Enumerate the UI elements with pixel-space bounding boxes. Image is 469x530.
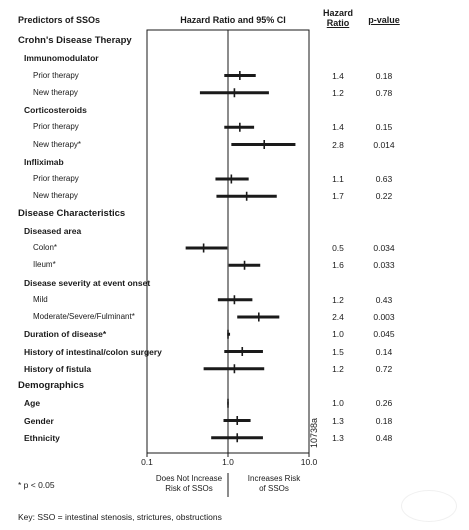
p-value: 0.014 bbox=[373, 139, 395, 150]
x-tick-label: 10.0 bbox=[300, 457, 318, 467]
hazard-ratio-value: 1.3 bbox=[332, 432, 344, 443]
hazard-ratio-value: 1.3 bbox=[332, 415, 344, 426]
interpretation-left-line2: Risk of SSOs bbox=[165, 484, 213, 493]
subgroup-label: Moderate/Severe/Fulminant* bbox=[33, 312, 135, 321]
watermark-logo bbox=[401, 490, 457, 522]
hazard-ratio-value: 1.2 bbox=[332, 87, 344, 98]
section-label: Demographics bbox=[18, 380, 84, 391]
subgroup-label: New therapy* bbox=[33, 139, 82, 149]
hazard-ratio-value: 1.1 bbox=[332, 174, 344, 184]
group-label: Ethnicity bbox=[24, 432, 60, 443]
p-value: 0.003 bbox=[373, 312, 395, 322]
interpretation-right-line2: of SSOs bbox=[259, 484, 289, 493]
significance-footnote: * p < 0.05 bbox=[18, 480, 55, 490]
p-value: 0.034 bbox=[373, 243, 395, 253]
header-hazard-ratio: Hazard Ratio bbox=[318, 8, 358, 28]
section-label: Disease Characteristics bbox=[18, 207, 126, 219]
subgroup-label: New therapy bbox=[33, 191, 78, 201]
hazard-ratio-value: 1.5 bbox=[332, 346, 344, 357]
group-label: Diseased area bbox=[24, 225, 82, 236]
subgroup-label: New therapy bbox=[33, 87, 78, 97]
p-value: 0.14 bbox=[375, 346, 393, 357]
header-hazard-ratio-ci: Hazard Ratio and 95% CI bbox=[180, 15, 286, 25]
p-value: 0.22 bbox=[375, 191, 393, 202]
figure-code: 10738a bbox=[309, 417, 319, 448]
interpretation-right: Increases Risk of SSOs bbox=[235, 474, 313, 494]
p-value: 0.63 bbox=[375, 174, 393, 184]
group-label: Duration of disease* bbox=[24, 329, 107, 340]
header-p-value: p-value bbox=[368, 15, 400, 25]
header-predictors: Predictors of SSOs bbox=[18, 15, 101, 25]
hazard-ratio-value: 0.5 bbox=[332, 243, 344, 253]
group-label: History of intestinal/colon surgery bbox=[24, 346, 162, 357]
subgroup-label: Prior therapy bbox=[33, 122, 79, 132]
subgroup-label: Ileum* bbox=[33, 260, 56, 270]
p-value: 0.18 bbox=[375, 70, 393, 81]
hazard-ratio-value: 2.4 bbox=[332, 312, 344, 322]
p-value: 0.15 bbox=[375, 122, 393, 133]
p-value: 0.72 bbox=[375, 363, 393, 374]
group-label: Corticosteroids bbox=[24, 105, 87, 115]
group-label: Infliximab bbox=[24, 156, 64, 167]
subgroup-label: Prior therapy bbox=[33, 174, 79, 183]
header-hazard-ratio-line2: Ratio bbox=[326, 18, 350, 28]
p-value: 0.43 bbox=[375, 294, 393, 305]
subgroup-label: Mild bbox=[33, 294, 48, 304]
hazard-ratio-value: 1.4 bbox=[332, 122, 344, 133]
group-label: Age bbox=[24, 398, 41, 409]
group-label: History of fistula bbox=[24, 363, 92, 374]
group-label: Disease severity at event onset bbox=[24, 277, 151, 288]
x-tick-label: 0.1 bbox=[141, 457, 153, 467]
x-tick-label: 1.0 bbox=[222, 457, 234, 467]
hazard-ratio-value: 2.8 bbox=[332, 139, 344, 150]
interpretation-left: Does Not Increase Risk of SSOs bbox=[150, 474, 228, 494]
p-value: 0.26 bbox=[375, 398, 393, 409]
subgroup-label: Colon* bbox=[33, 243, 58, 252]
interpretation-left-line1: Does Not Increase bbox=[155, 474, 223, 483]
hazard-ratio-value: 1.4 bbox=[332, 70, 344, 81]
p-value: 0.045 bbox=[373, 329, 395, 340]
hazard-ratio-value: 1.0 bbox=[332, 329, 344, 340]
p-value: 0.18 bbox=[375, 415, 393, 426]
p-value: 0.033 bbox=[373, 260, 395, 271]
hazard-ratio-value: 1.7 bbox=[332, 191, 344, 202]
section-label: Crohn's Disease Therapy bbox=[18, 35, 132, 46]
p-value: 0.48 bbox=[375, 432, 393, 443]
subgroup-label: Prior therapy bbox=[33, 70, 79, 80]
group-label: Immunomodulator bbox=[24, 53, 99, 64]
header-hazard-ratio-line1: Hazard bbox=[322, 8, 353, 18]
hazard-ratio-value: 1.2 bbox=[332, 294, 344, 305]
interpretation-right-line1: Increases Risk bbox=[247, 474, 301, 483]
hazard-ratio-value: 1.0 bbox=[332, 398, 344, 409]
hazard-ratio-value: 1.2 bbox=[332, 363, 344, 374]
hazard-ratio-value: 1.6 bbox=[332, 260, 344, 271]
group-label: Gender bbox=[24, 415, 54, 426]
sso-key: Key: SSO = intestinal stenosis, strictur… bbox=[18, 512, 222, 522]
p-value: 0.78 bbox=[375, 87, 393, 98]
